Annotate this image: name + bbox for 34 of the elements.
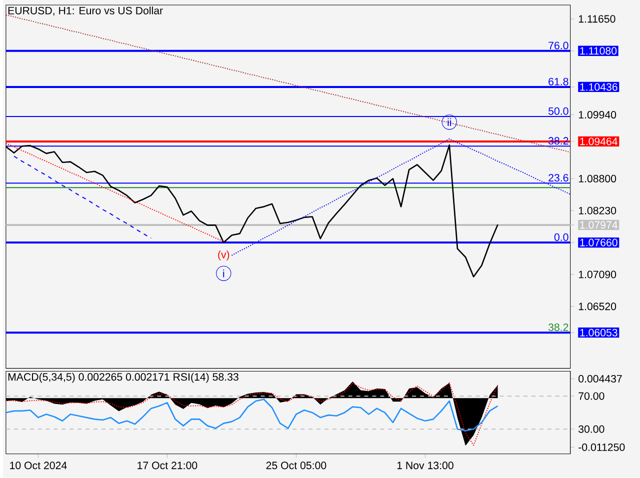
y-tick-label: 1.06520 — [578, 302, 616, 310]
y-tick-label: 1.09940 — [578, 111, 616, 119]
y-tick-label: 1.08800 — [578, 175, 616, 183]
y-tick-label: -0.011250 — [578, 444, 625, 452]
x-tick-label: 10 Oct 2024 — [10, 462, 67, 470]
annotation: 38.2 — [548, 137, 568, 145]
y-tick-label: 1.08230 — [578, 206, 616, 214]
x-tick-label: 1 Nov 13:00 — [397, 462, 454, 470]
y-tick-label: 1.09464 — [580, 138, 618, 146]
annotation: i — [223, 270, 224, 278]
annotation: ii — [448, 118, 452, 126]
y-tick-label: 1.11080 — [580, 47, 617, 55]
x-tick-label: 25 Oct 05:00 — [266, 462, 326, 470]
annotation: 50.0 — [548, 107, 568, 115]
line-series — [5, 14, 571, 153]
x-tick-label: 17 Oct 21:00 — [138, 462, 198, 470]
annotation: 38.2 — [548, 324, 568, 332]
annotation: 0.0 — [554, 234, 568, 242]
chart-title: MACD(5,34,5) 0.002265 0.002171 RSI(14) 58.33 — [8, 372, 238, 383]
annotation: 76.0 — [548, 42, 568, 50]
y-tick-label: 1.11650 — [578, 15, 616, 23]
y-tick-label: 1.10436 — [580, 83, 618, 91]
y-tick-label: 1.06053 — [580, 328, 618, 336]
annotation: (v) — [218, 250, 230, 261]
y2-tick-label: 70.00 — [578, 392, 604, 400]
y-tick-label: 0.004437 — [578, 375, 622, 383]
chart-title: EURUSD, H1: Euro vs US Dollar — [8, 6, 163, 16]
annotation: 61.8 — [548, 78, 568, 86]
y2-tick-label: 30.00 — [578, 425, 604, 433]
y-tick-label: 1.07660 — [580, 238, 618, 246]
y-tick-label: 1.07974 — [580, 221, 618, 229]
line-series — [5, 398, 498, 432]
y-tick-label: 1.07090 — [578, 270, 616, 278]
annotation: 23.6 — [548, 174, 568, 182]
